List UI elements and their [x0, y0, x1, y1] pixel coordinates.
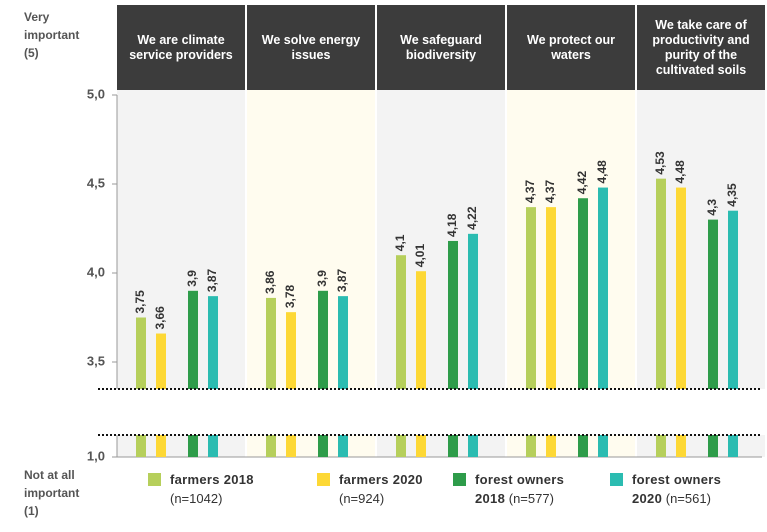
value-label: 4,3	[705, 199, 719, 216]
value-label: 4,42	[575, 171, 589, 195]
value-label: 3,87	[205, 268, 219, 292]
bar	[338, 296, 348, 457]
bar	[208, 296, 218, 457]
bar	[416, 271, 426, 457]
value-label: 4,35	[725, 183, 739, 207]
bar	[188, 290, 198, 457]
bar	[676, 187, 686, 457]
value-label: 4,37	[523, 179, 537, 203]
value-label: 4,1	[393, 234, 407, 251]
legend-swatch	[610, 473, 623, 486]
value-label: 3,87	[335, 268, 349, 292]
value-label: 4,53	[653, 151, 667, 175]
axis-break	[98, 389, 767, 435]
bar	[136, 317, 146, 457]
legend-note: (n=561)	[665, 491, 711, 506]
value-label: 4,22	[465, 206, 479, 230]
bar	[656, 178, 666, 457]
legend-name: farmers 2018	[170, 472, 254, 487]
legend-entry: farmers 2018 (n=1042)	[170, 470, 288, 508]
category-header: We take care of productivity and purity …	[637, 5, 765, 90]
bar	[318, 290, 328, 457]
bar	[286, 312, 296, 457]
legend-entry: farmers 2020 (n=924)	[339, 470, 457, 508]
bar	[578, 198, 588, 458]
y-tick-label: 4,5	[87, 175, 105, 190]
legend-swatch	[453, 473, 466, 486]
category-header: We are climate service providers	[117, 5, 245, 90]
bar	[266, 297, 276, 457]
value-label: 3,86	[263, 270, 277, 294]
y-tick-label: 4,0	[87, 264, 105, 279]
bar	[598, 187, 608, 457]
value-label: 4,18	[445, 213, 459, 237]
bar	[728, 210, 738, 457]
legend-swatch	[317, 473, 330, 486]
legend-swatch	[148, 473, 161, 486]
legend-name: farmers 2020	[339, 472, 423, 487]
legend-note: (n=577)	[508, 491, 554, 506]
bar	[708, 219, 718, 457]
y-tick-label: 1,0	[87, 448, 105, 463]
legend-entry: forest owners 2018 (n=577)	[475, 470, 593, 508]
value-label: 3,9	[185, 270, 199, 287]
value-label: 4,48	[673, 160, 687, 184]
legend-entry: forest owners 2020 (n=561)	[632, 470, 750, 508]
category-header: We solve energy issues	[247, 5, 375, 90]
value-label: 3,9	[315, 270, 329, 287]
bar	[448, 240, 458, 457]
y-top-label: Very important (5)	[24, 10, 80, 60]
bar	[396, 255, 406, 457]
value-label: 3,78	[283, 284, 297, 308]
legend-note: (n=924)	[339, 491, 385, 506]
bar	[546, 207, 556, 457]
value-label: 3,66	[153, 306, 167, 330]
y-tick-label: 3,5	[87, 353, 105, 368]
category-header: We safeguard biodiversity	[377, 5, 505, 90]
legend-name: forest owners 2020	[632, 472, 722, 506]
category-header: We protect our waters	[507, 5, 635, 90]
bar	[468, 233, 478, 457]
y-bottom-label: Not at all important (1)	[24, 468, 80, 518]
bar	[526, 207, 536, 457]
value-label: 4,37	[543, 179, 557, 203]
legend-name: forest owners 2018	[475, 472, 565, 506]
y-tick-label: 5,0	[87, 86, 105, 101]
value-label: 4,48	[595, 160, 609, 184]
value-label: 4,01	[413, 244, 427, 268]
value-label: 3,75	[133, 290, 147, 314]
legend-note: (n=1042)	[170, 491, 223, 506]
